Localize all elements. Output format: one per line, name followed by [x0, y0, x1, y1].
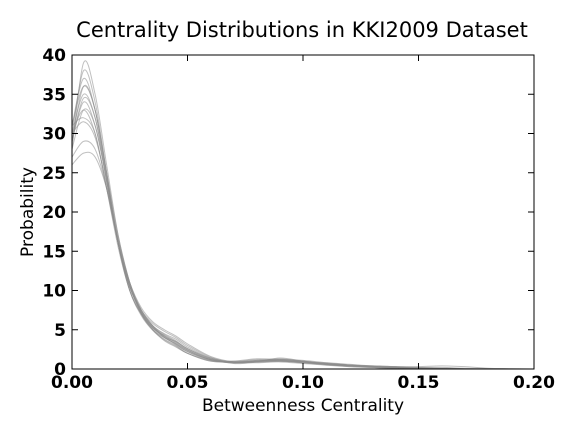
series-line-4 [71, 84, 534, 370]
series-group [71, 60, 535, 370]
x-tick-label-0: 0.00 [51, 373, 93, 393]
y-tick-label-1: 5 [54, 321, 66, 341]
series-line-9 [71, 117, 534, 370]
y-tick-label-8: 40 [42, 46, 66, 66]
series-line-1 [71, 60, 534, 370]
y-tick-label-2: 10 [42, 282, 66, 302]
y-axis: 0 5 10 15 20 25 30 35 40 [42, 46, 534, 380]
x-axis: 0.00 0.05 0.10 0.15 0.20 [51, 55, 555, 393]
series-line-2 [71, 69, 534, 370]
chart-title: Centrality Distributions in KKI2009 Data… [76, 18, 528, 42]
series-line-13 [71, 96, 534, 370]
x-tick-label-1: 0.05 [167, 373, 209, 393]
series-line-3 [71, 78, 534, 370]
x-tick-label-3: 0.15 [398, 373, 440, 393]
series-line-6 [71, 101, 534, 370]
series-line-10 [71, 151, 535, 370]
series-line-8 [71, 109, 534, 370]
series-line-12 [71, 85, 534, 370]
series-line-11 [71, 140, 534, 370]
y-tick-label-0: 0 [54, 360, 66, 380]
y-axis-label: Probability [18, 167, 38, 257]
series-line-7 [71, 108, 534, 370]
y-tick-label-3: 15 [42, 242, 66, 262]
y-tick-label-7: 35 [42, 85, 66, 105]
x-tick-label-2: 0.10 [282, 373, 324, 393]
plot-frame [71, 54, 535, 370]
y-tick-label-4: 20 [42, 203, 66, 223]
y-tick-label-6: 30 [42, 125, 66, 145]
series-line-5 [71, 93, 534, 370]
x-axis-label: Betweenness Centrality [202, 396, 404, 416]
series-line-14 [71, 121, 534, 370]
x-tick-label-4: 0.20 [513, 373, 555, 393]
y-tick-label-5: 25 [42, 164, 66, 184]
